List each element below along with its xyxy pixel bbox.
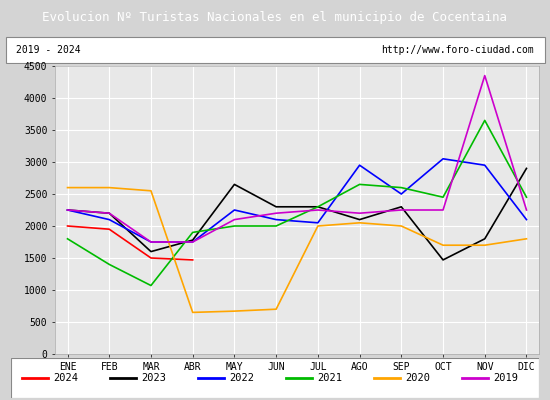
Text: 2021: 2021: [317, 373, 342, 383]
Text: 2020: 2020: [405, 373, 430, 383]
Text: Evolucion Nº Turistas Nacionales en el municipio de Cocentaina: Evolucion Nº Turistas Nacionales en el m…: [42, 12, 508, 24]
Text: 2019: 2019: [493, 373, 518, 383]
Text: 2024: 2024: [53, 373, 78, 383]
Text: 2022: 2022: [229, 373, 254, 383]
Text: http://www.foro-ciudad.com: http://www.foro-ciudad.com: [381, 45, 534, 55]
Text: 2019 - 2024: 2019 - 2024: [16, 45, 81, 55]
Text: 2023: 2023: [141, 373, 166, 383]
